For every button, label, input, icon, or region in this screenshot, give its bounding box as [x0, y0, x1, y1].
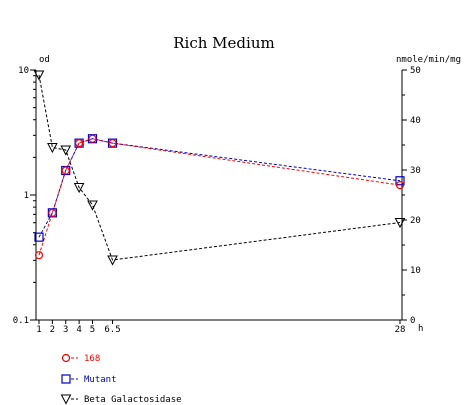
data-point-beta-galactosidase — [87, 200, 98, 211]
x-tick-label: 2 — [50, 325, 55, 335]
right-tick-label: 20 — [410, 216, 421, 226]
data-point-168 — [61, 166, 70, 175]
series-line-168 — [38, 138, 401, 256]
data-point-mutant — [395, 176, 405, 186]
chart-title: Rich Medium — [173, 34, 274, 52]
data-point-beta-galactosidase — [60, 145, 72, 156]
data-point-168 — [75, 139, 84, 148]
legend: 168 Mutant Beta Galactosidase — [60, 353, 182, 405]
data-point-beta-galactosidase — [73, 183, 85, 194]
data-point-168 — [34, 251, 44, 260]
x-axis-unit: h — [418, 324, 423, 334]
right-tick-label: 50 — [410, 66, 421, 76]
right-tick-label: 0 — [410, 316, 415, 326]
left-tick-label: 0.1 — [13, 316, 29, 326]
data-point-mutant — [34, 232, 44, 242]
legend-marker-mutant — [61, 374, 71, 384]
data-point-168 — [395, 181, 405, 190]
data-point-168 — [108, 139, 117, 148]
data-point-beta-galactosidase — [33, 70, 45, 81]
series-line-beta-galactosidase — [38, 74, 401, 261]
x-tick-label: 6.5 — [104, 325, 120, 335]
legend-marker-beta-galactosidase — [60, 394, 72, 405]
x-tick-label: 3 — [63, 325, 68, 335]
legend-marker-168 — [61, 353, 71, 363]
right-tick-label: 30 — [410, 166, 421, 176]
left-tick-label: 1 — [24, 191, 29, 201]
x-tick-label: 28 — [395, 325, 406, 335]
data-point-168 — [48, 208, 57, 217]
series-lines — [38, 74, 401, 261]
legend-label-mutant: Mutant — [84, 375, 117, 385]
right-axis-label: nmole/min/mg — [396, 55, 461, 65]
plot-area — [35, 70, 403, 321]
data-point-168 — [88, 134, 97, 143]
data-point-beta-galactosidase — [107, 255, 118, 266]
series-markers — [33, 70, 406, 266]
series-line-mutant — [38, 138, 401, 238]
legend-label-168: 168 — [84, 354, 100, 364]
x-tick-label: 5 — [90, 325, 95, 335]
left-tick-label: 10 — [18, 66, 29, 76]
data-point-beta-galactosidase — [394, 218, 406, 229]
x-tick-label: 4 — [76, 325, 81, 335]
left-axis-label: od — [39, 55, 50, 65]
right-tick-label: 10 — [410, 266, 421, 276]
x-tick-label: 1 — [36, 325, 41, 335]
data-point-beta-galactosidase — [47, 143, 58, 154]
right-tick-label: 40 — [410, 116, 421, 126]
legend-label-beta-galactosidase: Beta Galactosidase — [84, 395, 182, 405]
